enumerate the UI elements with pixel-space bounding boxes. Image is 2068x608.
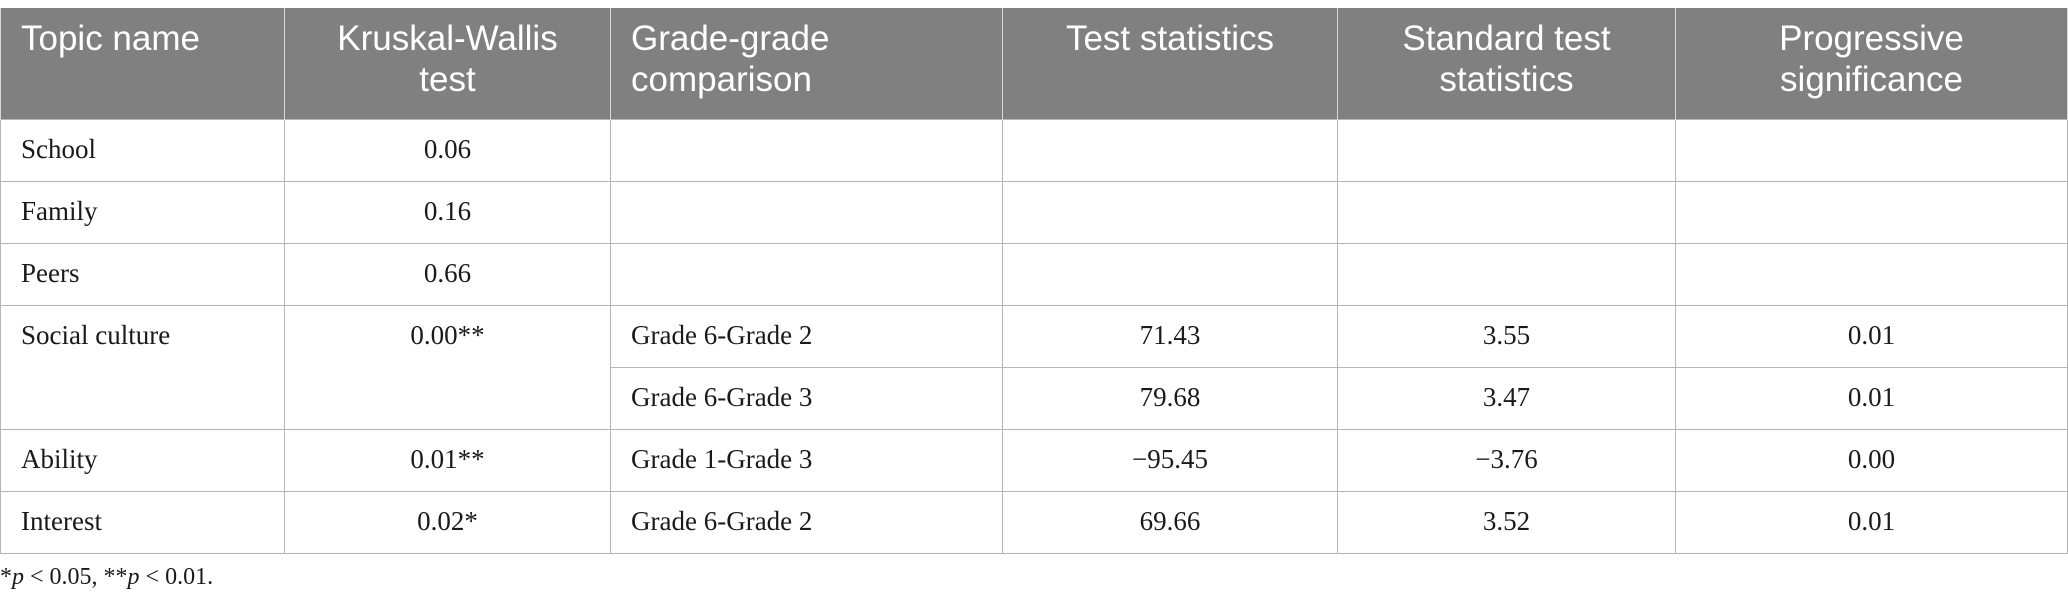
cell-grade-comparison: Grade 6-Grade 2 xyxy=(610,304,1003,368)
header-progressive-significance: Progressive significance xyxy=(1675,8,2068,119)
cell-empty xyxy=(1002,242,1338,306)
header-grade-comparison: Grade-grade comparison xyxy=(610,8,1003,119)
cell-test-statistic: 71.43 xyxy=(1002,304,1338,368)
cell-empty xyxy=(1675,118,2068,182)
footnote-p-symbol: p xyxy=(127,564,140,590)
cell-topic: School xyxy=(0,118,285,182)
cell-topic: Ability xyxy=(0,428,285,492)
cell-grade-comparison: Grade 6-Grade 2 xyxy=(610,490,1003,554)
table-row: Ability 0.01** Grade 1-Grade 3 −95.45 −3… xyxy=(0,428,2068,492)
table-footnote: *p < 0.05, **p < 0.01. xyxy=(0,564,213,591)
results-table: Topic name Kruskal-Wallis test Grade-gra… xyxy=(0,8,2068,554)
footnote-threshold-1: < 0.05, ** xyxy=(24,564,128,590)
cell-progressive-significance: 0.01 xyxy=(1675,490,2068,554)
cell-topic: Interest xyxy=(0,490,285,554)
table-row: School 0.06 xyxy=(0,118,2068,182)
cell-empty xyxy=(610,118,1003,182)
cell-progressive-significance: 0.01 xyxy=(1675,366,2068,430)
cell-test-statistic: 79.68 xyxy=(1002,366,1338,430)
cell-empty xyxy=(610,242,1003,306)
cell-test-statistic: −95.45 xyxy=(1002,428,1338,492)
cell-grade-comparison: Grade 1-Grade 3 xyxy=(610,428,1003,492)
cell-progressive-significance: 0.00 xyxy=(1675,428,2068,492)
cell-empty xyxy=(1675,242,2068,306)
table-row: Interest 0.02* Grade 6-Grade 2 69.66 3.5… xyxy=(0,490,2068,554)
table-row: Family 0.16 xyxy=(0,180,2068,244)
cell-empty xyxy=(1002,180,1338,244)
cell-empty xyxy=(1337,180,1676,244)
header-topic-name: Topic name xyxy=(0,8,285,119)
table-row: Social culture 0.00** Grade 6-Grade 2 71… xyxy=(0,304,2068,430)
cell-kruskal-wallis: 0.66 xyxy=(284,242,611,306)
cell-empty xyxy=(1675,180,2068,244)
cell-kruskal-wallis: 0.06 xyxy=(284,118,611,182)
cell-kruskal-wallis: 0.01** xyxy=(284,428,611,492)
cell-empty xyxy=(1337,242,1676,306)
footnote-threshold-2: < 0.01. xyxy=(139,564,214,590)
cell-progressive-significance: 0.01 xyxy=(1675,304,2068,368)
cell-empty xyxy=(610,180,1003,244)
results-table-container: Topic name Kruskal-Wallis test Grade-gra… xyxy=(0,8,2068,554)
cell-standard-test-statistic: 3.52 xyxy=(1337,490,1676,554)
footnote-star: * xyxy=(0,564,12,590)
cell-test-statistic: 69.66 xyxy=(1002,490,1338,554)
cell-standard-test-statistic: 3.55 xyxy=(1337,304,1676,368)
table-row: Peers 0.66 xyxy=(0,242,2068,306)
cell-topic: Family xyxy=(0,180,285,244)
cell-empty xyxy=(1002,118,1338,182)
cell-topic: Peers xyxy=(0,242,285,306)
cell-topic: Social culture xyxy=(0,304,285,430)
cell-standard-test-statistic: −3.76 xyxy=(1337,428,1676,492)
cell-kruskal-wallis: 0.00** xyxy=(284,304,611,430)
cell-kruskal-wallis: 0.02* xyxy=(284,490,611,554)
header-standard-test-statistics: Standard test statistics xyxy=(1337,8,1676,119)
cell-empty xyxy=(1337,118,1676,182)
cell-kruskal-wallis: 0.16 xyxy=(284,180,611,244)
cell-grade-comparison: Grade 6-Grade 3 xyxy=(610,366,1003,430)
header-kruskal-wallis: Kruskal-Wallis test xyxy=(284,8,611,119)
footnote-p-symbol: p xyxy=(12,564,24,590)
header-test-statistics: Test statistics xyxy=(1002,8,1338,119)
cell-standard-test-statistic: 3.47 xyxy=(1337,366,1676,430)
table-header-row: Topic name Kruskal-Wallis test Grade-gra… xyxy=(0,8,2068,119)
